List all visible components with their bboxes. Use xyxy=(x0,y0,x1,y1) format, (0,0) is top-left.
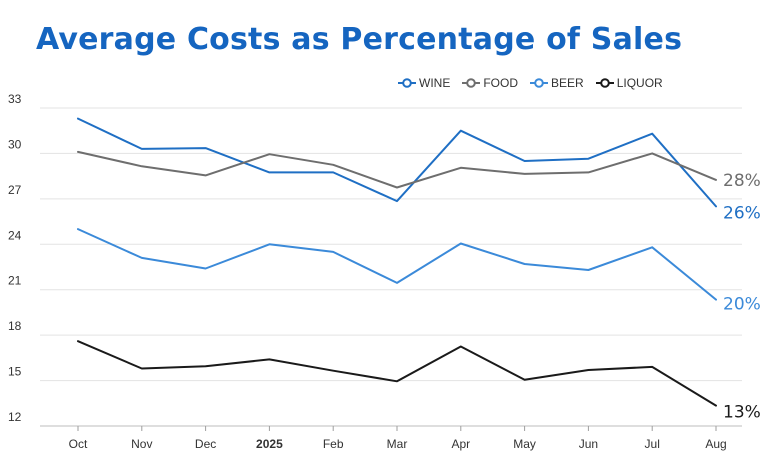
y-tick-label: 30 xyxy=(8,137,22,151)
end-label-wine: 26% xyxy=(723,203,761,223)
end-labels: 26% 28% 20% 13% xyxy=(723,171,761,423)
x-tick-label: Apr xyxy=(451,437,470,451)
legend-item-beer[interactable]: BEER xyxy=(530,76,584,90)
legend-label-wine: WINE xyxy=(419,76,451,90)
axes: 12 15 18 21 24 27 30 33 Oct Nov Dec 2025 Feb Mar Apr Ma… xyxy=(8,92,742,451)
y-tick-label: 33 xyxy=(8,92,22,106)
legend-marker-beer xyxy=(530,78,549,88)
legend-marker-liquor xyxy=(595,78,614,88)
series-lines xyxy=(77,117,717,407)
x-tick-label: May xyxy=(513,437,536,451)
y-tick-label: 24 xyxy=(8,228,22,242)
legend-label-food: FOOD xyxy=(483,76,519,90)
legend-item-food[interactable]: FOOD xyxy=(462,76,518,90)
y-tick-label: 15 xyxy=(8,365,22,379)
x-tick-label: Nov xyxy=(131,437,152,451)
x-tick-label: Dec xyxy=(195,437,216,451)
legend-marker-wine xyxy=(398,78,416,88)
series-line-beer[interactable] xyxy=(77,228,717,301)
end-label-liquor: 13% xyxy=(723,403,761,423)
legend-item-wine[interactable]: WINE xyxy=(398,76,450,90)
legend-item-liquor[interactable]: LIQUOR xyxy=(595,76,663,90)
y-tick-label: 21 xyxy=(8,274,22,288)
y-tick-label: 18 xyxy=(8,319,22,333)
x-tick-label: Oct xyxy=(69,437,88,451)
x-tick-label: 2025 xyxy=(256,437,283,451)
x-tick-label: Jul xyxy=(645,437,660,451)
series-line-wine[interactable] xyxy=(77,117,717,208)
legend-label-liquor: LIQUOR xyxy=(616,76,663,90)
x-tick-label: Mar xyxy=(387,437,408,451)
end-label-food: 28% xyxy=(723,171,761,191)
x-tick-label: Jun xyxy=(579,437,598,451)
y-tick-label: 12 xyxy=(8,410,22,424)
chart-title: Average Costs as Percentage of Sales xyxy=(36,22,683,57)
series-line-food[interactable] xyxy=(77,150,717,189)
legend-marker-food xyxy=(462,78,481,88)
end-label-beer: 20% xyxy=(723,295,761,315)
legend-label-beer: BEER xyxy=(551,76,584,90)
series-line-liquor[interactable] xyxy=(77,340,717,407)
x-tick-label: Aug xyxy=(705,437,726,451)
x-tick-label: Feb xyxy=(323,437,344,451)
chart-legend: WINE FOOD BEER LIQUOR xyxy=(398,76,663,90)
y-tick-label: 27 xyxy=(8,183,22,197)
